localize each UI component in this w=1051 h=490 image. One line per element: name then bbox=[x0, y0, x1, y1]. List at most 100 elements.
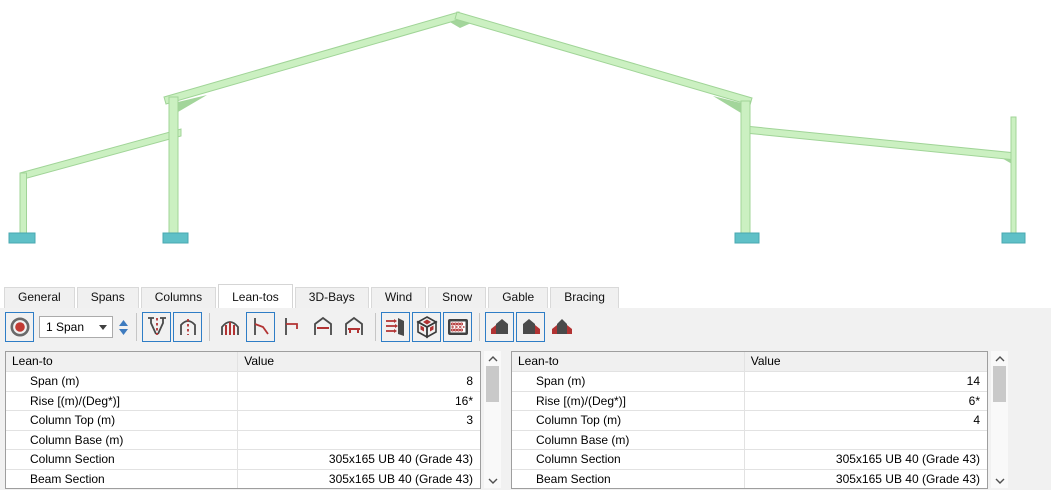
tab-3d-bays[interactable]: 3D-Bays bbox=[294, 287, 369, 308]
right-lean-to-column bbox=[1010, 116, 1017, 234]
wind-loading-button[interactable] bbox=[381, 312, 410, 342]
lean-to-right-icon bbox=[522, 319, 540, 334]
base-plate-2 bbox=[162, 232, 189, 244]
left-lean-to-table: Lean-to Value Span (m) 8 Rise [(m)/(Deg*… bbox=[5, 351, 481, 489]
arch-frame-icon bbox=[179, 319, 196, 335]
table-row[interactable]: Column Section 305x165 UB 40 (Grade 43) bbox=[6, 449, 480, 469]
scrollbar-thumb[interactable] bbox=[993, 366, 1006, 402]
scroll-down-icon bbox=[995, 478, 1004, 484]
scroll-down-button[interactable] bbox=[991, 473, 1008, 488]
table-row[interactable]: Rise [(m)/(Deg*)] 6* bbox=[512, 390, 987, 410]
left-lean-to-beam bbox=[19, 128, 182, 181]
left-table-scrollbar[interactable] bbox=[484, 351, 501, 488]
mezzanine-frame-icon bbox=[313, 316, 332, 335]
row-label: Span (m) bbox=[6, 372, 239, 391]
right-rafter bbox=[454, 11, 753, 106]
span-selector-value: 1 Span bbox=[46, 320, 85, 334]
chevron-down-icon bbox=[99, 324, 107, 330]
row-label: Column Base (m) bbox=[512, 430, 745, 449]
tab-wind[interactable]: Wind bbox=[370, 287, 427, 308]
splayed-columns-icon bbox=[147, 317, 166, 335]
load-table-icon bbox=[447, 319, 468, 335]
splayed-columns-button[interactable] bbox=[142, 312, 171, 342]
dome-frame-icon bbox=[220, 321, 239, 335]
spinner-down-icon bbox=[119, 328, 128, 335]
toolbar-separator bbox=[375, 313, 376, 341]
scroll-down-button[interactable] bbox=[484, 473, 501, 488]
crane-frame-button[interactable] bbox=[339, 312, 368, 342]
row-value[interactable]: 4 bbox=[973, 413, 980, 427]
base-plate-4 bbox=[1001, 232, 1026, 244]
column-header-value: Value bbox=[244, 354, 275, 368]
spinner-up-icon bbox=[119, 319, 128, 326]
lean-to-both-button[interactable] bbox=[547, 312, 576, 342]
table-row[interactable]: Beam Section 305x165 UB 40 (Grade 43) bbox=[512, 468, 987, 488]
lean-to-frame-button[interactable] bbox=[246, 312, 275, 342]
cube-3d-button[interactable] bbox=[412, 312, 441, 342]
tab-lean-tos[interactable]: Lean-tos bbox=[218, 284, 293, 308]
table-row[interactable]: Column Section 305x165 UB 40 (Grade 43) bbox=[512, 449, 987, 469]
lean-to-right-button[interactable] bbox=[516, 312, 545, 342]
row-value[interactable]: 305x165 UB 40 (Grade 43) bbox=[835, 452, 980, 466]
table-header-row: Lean-to Value bbox=[6, 352, 480, 371]
lean-to-frame-icon bbox=[253, 318, 269, 335]
span-stepper[interactable] bbox=[116, 316, 131, 338]
table-row[interactable]: Rise [(m)/(Deg*)] 16* bbox=[6, 390, 480, 410]
column-header-value: Value bbox=[750, 354, 781, 368]
span-selector[interactable]: 1 Span bbox=[39, 316, 113, 338]
tab-spans[interactable]: Spans bbox=[76, 287, 139, 308]
right-eaves-haunch bbox=[713, 96, 741, 113]
row-label: Span (m) bbox=[512, 372, 745, 391]
tab-gable[interactable]: Gable bbox=[488, 287, 549, 308]
left-rafter bbox=[163, 11, 462, 105]
table-row[interactable]: Column Top (m) 4 bbox=[512, 410, 987, 430]
toolbar-separator bbox=[136, 313, 137, 341]
scroll-up-button[interactable] bbox=[484, 351, 501, 366]
table-row[interactable]: Column Base (m) bbox=[6, 429, 480, 450]
mezzanine-frame-button[interactable] bbox=[308, 312, 337, 342]
row-value[interactable]: 6* bbox=[968, 393, 980, 408]
table-header-row: Lean-to Value bbox=[512, 352, 987, 371]
base-plate-1 bbox=[8, 232, 36, 244]
scrollbar-thumb[interactable] bbox=[486, 366, 499, 402]
right-lean-to-table: Lean-to Value Span (m) 14 Rise [(m)/(Deg… bbox=[511, 351, 988, 489]
tab-snow[interactable]: Snow bbox=[428, 287, 487, 308]
table-row[interactable]: Column Top (m) 3 bbox=[6, 410, 480, 430]
row-label: Rise [(m)/(Deg*)] bbox=[6, 391, 239, 410]
table-row[interactable]: Beam Section 305x165 UB 40 (Grade 43) bbox=[6, 468, 480, 488]
row-label: Column Section bbox=[6, 450, 239, 469]
right-table-scrollbar[interactable] bbox=[991, 351, 1008, 488]
row-value[interactable]: 305x165 UB 40 (Grade 43) bbox=[835, 471, 980, 486]
tab-columns[interactable]: Columns bbox=[140, 287, 217, 308]
toolbar-separator bbox=[479, 313, 480, 341]
table-row[interactable]: Column Base (m) bbox=[512, 429, 987, 450]
tab-bracing[interactable]: Bracing bbox=[550, 287, 619, 308]
lean-to-both-icon bbox=[551, 319, 572, 334]
row-value[interactable]: 305x165 UB 40 (Grade 43) bbox=[328, 452, 473, 466]
lean-to-left-button[interactable] bbox=[485, 312, 514, 342]
wind-loading-icon bbox=[385, 318, 404, 336]
right-main-column bbox=[740, 100, 751, 234]
row-value[interactable] bbox=[238, 431, 480, 450]
row-value[interactable]: 8 bbox=[466, 374, 473, 388]
dome-frame-button[interactable] bbox=[215, 312, 244, 342]
frame-target-button[interactable] bbox=[5, 312, 34, 342]
tab-general[interactable]: General bbox=[4, 287, 75, 308]
row-value[interactable]: 16* bbox=[454, 393, 473, 408]
left-lean-to-column bbox=[19, 172, 27, 234]
frame-viewport[interactable] bbox=[0, 0, 1051, 284]
table-row[interactable]: Span (m) 14 bbox=[512, 371, 987, 391]
load-table-button[interactable] bbox=[443, 312, 472, 342]
scroll-up-button[interactable] bbox=[991, 351, 1008, 366]
scroll-up-icon bbox=[995, 355, 1004, 361]
row-value[interactable]: 3 bbox=[466, 413, 473, 427]
left-eaves-haunch bbox=[178, 95, 207, 112]
cantilever-frame-icon bbox=[284, 318, 298, 335]
row-value[interactable]: 305x165 UB 40 (Grade 43) bbox=[328, 471, 473, 486]
row-value[interactable] bbox=[745, 431, 987, 450]
lean-to-left-icon bbox=[490, 319, 508, 334]
arch-frame-button[interactable] bbox=[173, 312, 202, 342]
table-row[interactable]: Span (m) 8 bbox=[6, 371, 480, 391]
cantilever-frame-button[interactable] bbox=[277, 312, 306, 342]
row-value[interactable]: 14 bbox=[966, 374, 980, 388]
